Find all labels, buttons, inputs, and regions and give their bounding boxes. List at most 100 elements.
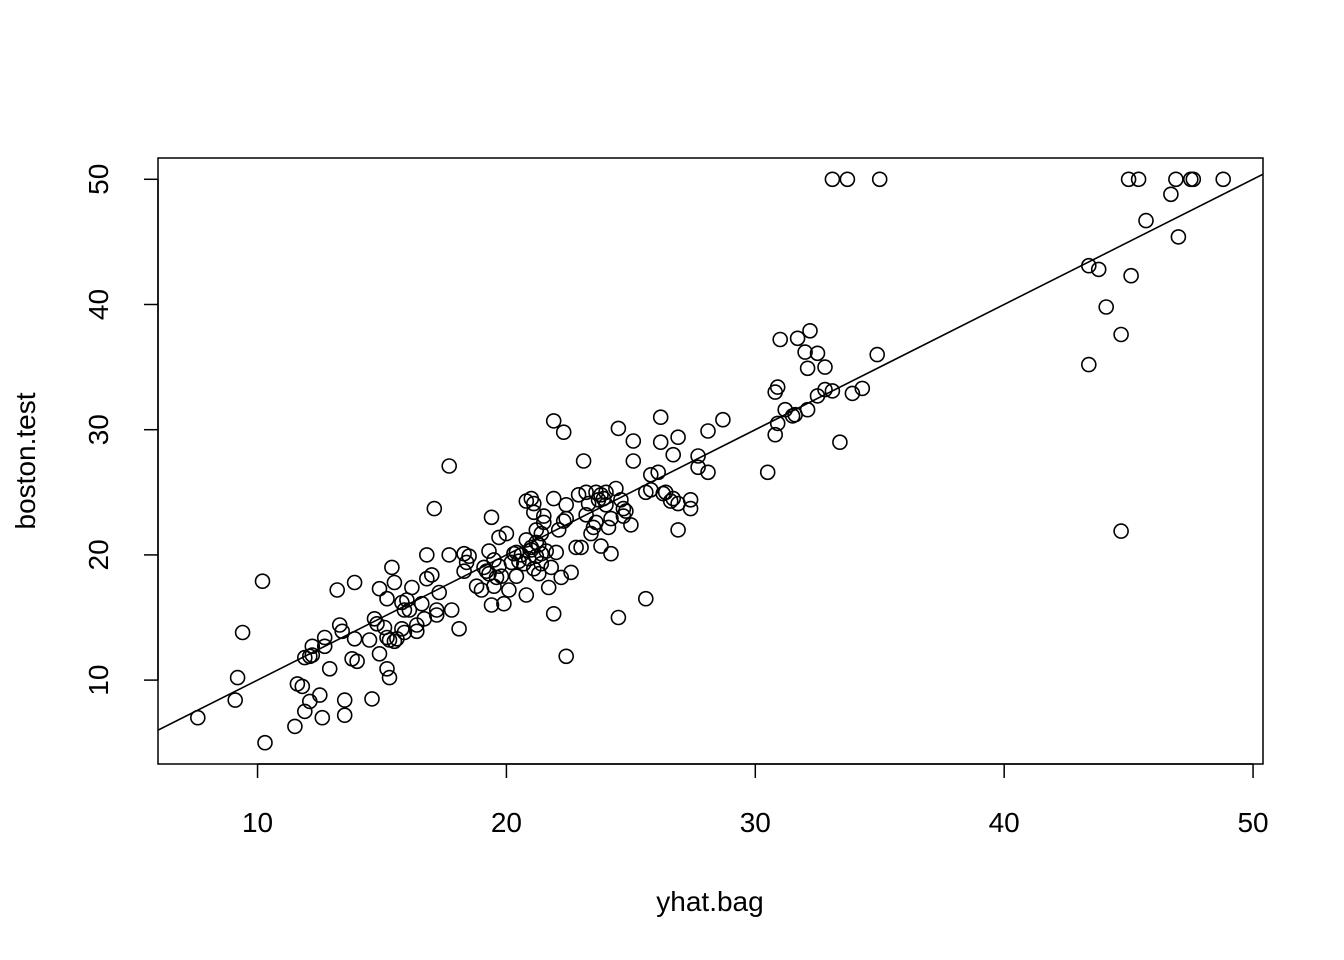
data-point xyxy=(493,568,510,585)
data-point xyxy=(568,539,584,556)
data-point xyxy=(550,522,567,538)
data-point xyxy=(413,595,430,612)
data-point xyxy=(386,633,403,650)
data-point xyxy=(637,590,654,607)
data-point xyxy=(558,496,575,513)
data-point xyxy=(428,602,445,618)
data-point xyxy=(404,579,420,596)
data-point xyxy=(540,579,557,596)
data-point xyxy=(553,569,570,586)
data-point xyxy=(257,734,273,751)
data-point xyxy=(486,578,502,595)
data-point xyxy=(441,458,458,474)
data-point xyxy=(1098,299,1114,315)
data-point xyxy=(1120,171,1137,188)
data-point xyxy=(799,401,816,418)
data-point xyxy=(525,495,542,512)
data-point xyxy=(316,638,333,655)
data-point xyxy=(535,514,552,531)
data-point xyxy=(598,484,614,501)
data-point xyxy=(384,559,400,576)
data-point xyxy=(431,584,448,601)
data-point xyxy=(361,632,378,648)
data-point xyxy=(618,503,634,519)
data-point xyxy=(662,493,679,509)
data-point xyxy=(603,510,619,527)
data-point xyxy=(593,538,609,554)
data-point xyxy=(1138,212,1154,229)
data-point xyxy=(229,669,246,686)
data-point xyxy=(381,669,398,686)
data-point xyxy=(578,484,594,501)
data-point xyxy=(515,555,532,572)
data-point xyxy=(396,624,413,641)
data-point xyxy=(503,554,520,571)
data-point xyxy=(1113,326,1129,343)
data-point xyxy=(1113,523,1129,539)
data-point xyxy=(690,448,706,464)
data-point xyxy=(652,434,669,451)
data-point xyxy=(394,620,410,637)
data-point xyxy=(234,624,251,641)
data-point xyxy=(1215,171,1231,188)
data-point xyxy=(854,380,871,397)
data-point xyxy=(314,709,331,726)
data-point xyxy=(759,464,776,481)
reference-line-layer xyxy=(158,173,1263,731)
data-point xyxy=(364,691,380,707)
data-point xyxy=(379,660,395,677)
data-point xyxy=(321,660,338,677)
x-tick-label: 50 xyxy=(1237,807,1268,838)
data-point xyxy=(665,490,682,507)
y-tick-label: 10 xyxy=(83,665,114,696)
data-point xyxy=(304,647,321,663)
x-axis: 10 20 30 40 50 xyxy=(242,763,1269,838)
data-point xyxy=(548,544,565,561)
data-point xyxy=(869,346,886,363)
x-tick-label: 30 xyxy=(740,807,771,838)
data-point xyxy=(1123,267,1139,284)
data-point xyxy=(428,607,445,623)
data-point xyxy=(418,570,435,587)
data-point xyxy=(371,645,388,662)
data-point xyxy=(598,496,614,513)
data-point xyxy=(227,692,243,708)
data-point xyxy=(625,453,642,469)
data-point xyxy=(623,517,639,533)
data-point xyxy=(336,707,353,724)
points-layer xyxy=(190,171,1231,751)
data-point xyxy=(625,433,642,449)
data-point xyxy=(311,687,328,703)
data-point xyxy=(563,564,579,581)
x-tick-label: 20 xyxy=(491,807,522,838)
data-point xyxy=(408,623,425,640)
y-axis: 10 20 30 40 50 xyxy=(83,164,159,696)
data-point xyxy=(346,574,363,591)
data-point xyxy=(715,411,731,428)
data-point xyxy=(508,568,525,585)
data-point xyxy=(555,424,572,441)
data-point xyxy=(379,629,395,646)
data-point xyxy=(570,486,587,503)
data-point xyxy=(1163,186,1179,203)
data-point xyxy=(652,409,669,426)
data-point xyxy=(772,331,789,348)
data-point xyxy=(501,582,517,598)
data-point xyxy=(580,495,597,512)
data-point xyxy=(670,429,686,446)
data-point xyxy=(481,543,497,559)
data-point xyxy=(575,453,592,469)
y-tick-label: 20 xyxy=(83,539,114,570)
data-point xyxy=(769,415,786,432)
data-point xyxy=(700,423,716,439)
data-point xyxy=(461,548,477,565)
data-point xyxy=(610,420,627,437)
data-point xyxy=(349,653,365,670)
data-point xyxy=(483,597,500,613)
data-point xyxy=(1130,171,1147,188)
data-point xyxy=(682,500,699,517)
data-point xyxy=(558,648,575,665)
data-point xyxy=(496,595,512,612)
data-point xyxy=(543,559,560,576)
